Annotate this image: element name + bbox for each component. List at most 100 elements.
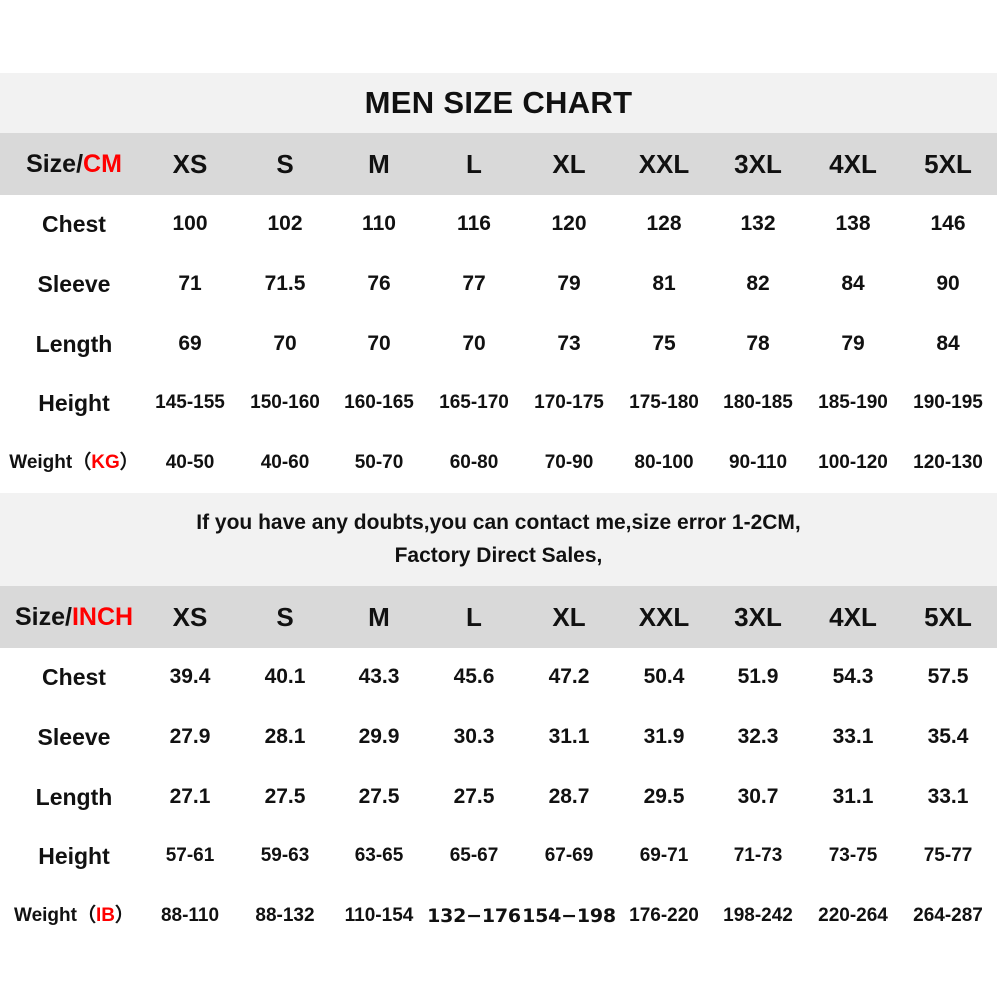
table-cell: 70 <box>462 331 486 355</box>
title-band <box>0 73 997 133</box>
table-cell: 264-287 <box>913 905 983 927</box>
row-label: Height <box>38 390 110 417</box>
table-cell: 50.4 <box>643 665 685 688</box>
table-cell: 57-61 <box>165 845 215 867</box>
table-cell: 43.3 <box>358 665 400 688</box>
table-cell: 120-130 <box>913 452 983 474</box>
inch_section-header: Size/INCH XS S M L XL XXL 3XL 4XL 5XL <box>0 587 997 647</box>
size-column-header: XL <box>552 602 586 632</box>
table-cell: 67-69 <box>544 845 594 867</box>
size-column-header: XXL <box>638 149 690 179</box>
table-cell: 30.7 <box>737 784 779 808</box>
table-cell: 90-110 <box>728 452 788 474</box>
table-row: Chest 100 102 110 116 120 128 132 138 146 <box>0 194 997 254</box>
table-cell: 27.5 <box>264 784 306 808</box>
inch-header-band <box>0 586 997 648</box>
table-cell: 80-100 <box>634 452 694 474</box>
size-column-header: L <box>466 149 482 179</box>
size-column-header: 5XL <box>924 602 972 632</box>
table-cell: 175-180 <box>629 392 699 414</box>
unit-label-unit: CM <box>83 150 122 178</box>
size-column-header: M <box>368 602 390 632</box>
table-cell: 102 <box>267 212 303 235</box>
table-cell: 69-71 <box>639 845 689 867</box>
table-cell: 40.1 <box>264 665 306 688</box>
table-cell: 75 <box>652 331 676 355</box>
table-cell: 60-80 <box>449 452 499 474</box>
size-column-header: XXL <box>638 602 690 632</box>
table-cell: 40-60 <box>260 452 310 474</box>
row-label: Weight（IB） <box>0 886 148 946</box>
table-cell: 150-160 <box>250 392 320 414</box>
size-column-header: 5XL <box>924 149 972 179</box>
table-cell: 79 <box>841 331 865 355</box>
table-cell: 51.9 <box>737 665 779 688</box>
table-cell: 45.6 <box>453 665 495 688</box>
size-column-header: S <box>276 149 294 179</box>
table-cell: 71 <box>178 271 202 295</box>
table-cell: 100 <box>172 212 208 235</box>
table-cell: 176-220 <box>629 905 699 927</box>
row-label-unit: KG <box>91 452 120 474</box>
table-cell: 128 <box>646 212 682 235</box>
row-label-prefix: Weight（ <box>14 905 96 927</box>
table-cell: 190-195 <box>913 392 983 414</box>
table-cell: 180-185 <box>723 392 793 414</box>
table-cell: 54.3 <box>832 665 874 688</box>
table-cell: 132−176 <box>427 905 521 928</box>
table-cell: 185-190 <box>818 392 888 414</box>
table-cell: 220-264 <box>818 905 888 927</box>
table-cell: 88-110 <box>160 905 220 927</box>
table-cell: 29.5 <box>643 784 685 808</box>
table-cell: 120 <box>551 212 587 235</box>
table-cell: 84 <box>936 331 960 355</box>
table-cell: 82 <box>746 271 770 295</box>
table-cell: 30.3 <box>453 724 495 748</box>
row-label: Weight（KG） <box>0 433 148 493</box>
size-column-header: XS <box>172 602 208 632</box>
table-cell: 77 <box>462 271 486 295</box>
table-cell: 63-65 <box>354 845 404 867</box>
table-cell: 165-170 <box>439 392 509 414</box>
table-cell: 170-175 <box>534 392 604 414</box>
table-row: Weight（KG） 40-50 40-60 50-70 60-80 70-90 80-10… <box>0 433 997 493</box>
row-label: Length <box>35 783 113 810</box>
table-cell: 28.7 <box>548 784 590 808</box>
row-label-suffix: ） <box>119 452 139 474</box>
table-cell: 70 <box>367 331 391 355</box>
row-label: Sleeve <box>37 723 111 750</box>
table-row: Chest 39.4 40.1 43.3 45.6 47.2 50.4 51.9 54.3 57.… <box>0 647 997 707</box>
table-cell: 35.4 <box>927 724 969 748</box>
table-cell: 57.5 <box>927 665 969 688</box>
table-cell: 29.9 <box>358 724 400 748</box>
table-cell: 154−198 <box>522 905 616 928</box>
table-cell: 31.9 <box>643 724 685 748</box>
row-label: Chest <box>42 664 106 690</box>
note-line-2: Factory Direct Sales, <box>394 544 603 567</box>
table-cell: 160-165 <box>344 392 414 414</box>
table-row: Height 145-155 150-160 160-165 165-170 170-17… <box>0 373 997 433</box>
size-column-header: 3XL <box>734 602 782 632</box>
table-row: Sleeve 27.9 28.1 29.9 30.3 31.1 31.9 32.3 33.1 35… <box>0 707 997 767</box>
table-cell: 70-90 <box>544 452 594 474</box>
row-label: Sleeve <box>37 270 111 297</box>
table-cell: 73 <box>557 331 581 355</box>
table-cell: 110 <box>362 212 396 235</box>
unit-label-prefix: Size/ <box>14 603 72 631</box>
table-cell: 70 <box>273 331 297 355</box>
row-label: Chest <box>42 211 106 237</box>
table-row: Weight（IB） 88-110 88-132 110-154 132−176 154−… <box>0 886 997 946</box>
unit-label-unit: INCH <box>71 603 134 631</box>
table-cell: 31.1 <box>548 724 590 748</box>
table-row: Height 57-61 59-63 63-65 65-67 67-69 69-71 71-7… <box>0 826 997 886</box>
table-cell: 39.4 <box>169 665 211 688</box>
table-cell: 71.5 <box>264 271 306 295</box>
table-cell: 138 <box>835 212 871 235</box>
table-cell: 79 <box>557 271 581 295</box>
size-column-header: 4XL <box>829 602 877 632</box>
note-line-1: If you have any doubts,you can contact m… <box>196 511 801 534</box>
table-cell: 28.1 <box>264 724 306 748</box>
table-cell: 65-67 <box>449 845 499 867</box>
table-cell: 59-63 <box>260 845 310 867</box>
row-label-suffix: ） <box>114 905 134 927</box>
